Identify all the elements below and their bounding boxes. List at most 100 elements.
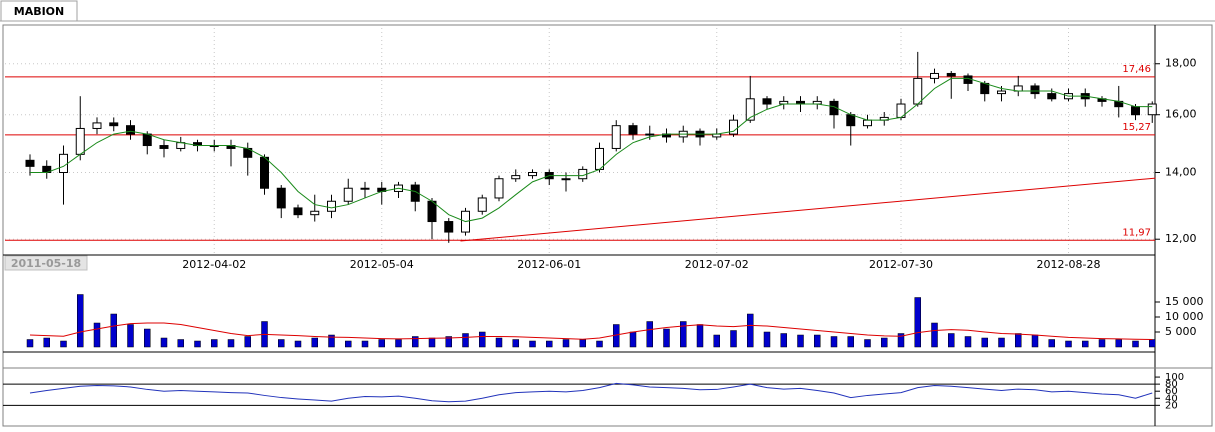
volume-bar: [160, 337, 168, 348]
level-label: 11,97: [1122, 227, 1151, 238]
volume-bar: [579, 339, 586, 348]
volume-bar: [294, 340, 302, 348]
start-date-box: [4, 255, 88, 271]
x-tick-label: 2012-06-01: [517, 258, 581, 271]
volume-bar: [60, 340, 67, 348]
volume-bar: [127, 324, 134, 348]
candle-body: [528, 172, 537, 177]
volume-bar: [897, 333, 905, 348]
frame: [2, 24, 1213, 427]
volume-bar: [747, 313, 754, 348]
volume-bar: [93, 322, 101, 348]
candle-body: [645, 133, 655, 136]
candle-body: [92, 122, 102, 129]
volume-bar: [713, 334, 720, 348]
volume-bar: [1098, 339, 1106, 348]
volume-bar: [1149, 339, 1156, 348]
candle-body: [980, 82, 990, 95]
volume-bar: [244, 336, 251, 348]
volume-bar: [847, 336, 854, 348]
volume-bar: [345, 340, 352, 348]
volume-bar: [43, 337, 50, 348]
candle-body: [1030, 85, 1040, 95]
volume-bar: [361, 340, 369, 348]
volume-bar: [495, 337, 503, 348]
candle-body: [762, 98, 772, 105]
tab[interactable]: [0, 0, 78, 22]
volume-bar: [110, 313, 117, 348]
x-tick-label: 2012-05-04: [350, 258, 414, 271]
volume-bar: [546, 340, 553, 348]
y-tick-label: 40: [1165, 393, 1178, 404]
volume-bar: [629, 331, 637, 348]
volume-bar: [864, 339, 871, 348]
level-label: 15,27: [1122, 122, 1151, 133]
volume-bar: [1115, 339, 1122, 348]
candle-body: [863, 119, 872, 127]
volume-bar: [730, 330, 737, 348]
volume-average: [29, 322, 1153, 340]
volume-bar: [462, 333, 469, 348]
candle-body: [846, 114, 856, 127]
volume-bar: [780, 333, 787, 348]
candle-body: [293, 207, 303, 216]
candle-body: [310, 210, 320, 216]
volume-bar: [211, 339, 218, 348]
volume-bar: [512, 339, 519, 348]
candle-body: [494, 178, 504, 199]
volume-bar: [596, 340, 603, 348]
volume-bar: [696, 324, 704, 348]
level-label: 17,46: [1122, 64, 1151, 75]
candle-body: [930, 72, 939, 79]
candle-body: [142, 133, 152, 147]
tab-label[interactable]: MABION: [14, 5, 65, 18]
volume-bar: [998, 337, 1005, 348]
y-tick-label: 10 000: [1165, 310, 1204, 323]
volume-bar: [428, 337, 436, 348]
candle-body: [444, 221, 454, 233]
volume-bar: [529, 340, 536, 348]
candle-body: [75, 127, 85, 155]
candle-body: [427, 200, 437, 223]
y-tick-label: 80: [1165, 379, 1178, 390]
candle-body: [477, 197, 487, 212]
volume-bar: [964, 336, 972, 348]
volume-bar: [194, 340, 201, 348]
candle-body: [611, 125, 621, 149]
candle-body: [410, 184, 420, 202]
volume-bar: [830, 336, 838, 348]
y-tick-label: 5 000: [1165, 325, 1197, 338]
candle-body: [745, 98, 755, 121]
candle-body: [159, 145, 169, 149]
volume-bar: [797, 334, 804, 348]
volume-bar: [328, 334, 335, 348]
volume-bar: [311, 337, 318, 348]
x-tick-label: 2012-08-28: [1037, 258, 1101, 271]
candle-body: [126, 125, 135, 135]
volume-bar: [646, 321, 653, 348]
volume-bar: [1048, 339, 1055, 348]
y-tick-label: 15 000: [1165, 295, 1204, 308]
volume-bar: [479, 331, 486, 348]
volume-bar: [981, 337, 988, 348]
candle-body: [1147, 103, 1157, 116]
volume-bar: [931, 322, 938, 348]
volume-bar: [814, 334, 821, 348]
candle-body: [343, 187, 353, 202]
candle-body: [25, 159, 35, 167]
volume-bar: [445, 336, 452, 348]
y-tick-label: 20: [1165, 400, 1178, 411]
x-tick-label: 2012-07-30: [869, 258, 933, 271]
candle-body: [360, 187, 370, 190]
start-date: 2011-05-18: [11, 257, 81, 270]
candle-body: [1047, 93, 1057, 100]
volume-bar: [763, 331, 771, 348]
y-tick-label: 12,00: [1165, 232, 1197, 245]
x-tick-label: 2012-04-02: [182, 258, 246, 271]
volume-bar: [26, 339, 34, 348]
volume-bar: [1065, 340, 1072, 348]
volume-bar: [948, 333, 955, 348]
x-tick-label: 2012-07-02: [685, 258, 749, 271]
